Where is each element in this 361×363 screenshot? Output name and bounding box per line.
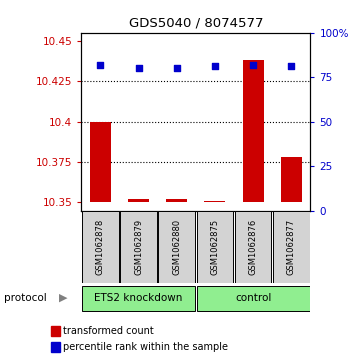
Text: GDS5040 / 8074577: GDS5040 / 8074577 <box>129 16 263 29</box>
Point <box>250 62 256 68</box>
Bar <box>82 211 119 283</box>
Bar <box>120 211 157 283</box>
Text: transformed count: transformed count <box>63 326 154 336</box>
Text: ▶: ▶ <box>59 293 68 303</box>
Bar <box>197 286 310 311</box>
Bar <box>204 201 226 203</box>
Bar <box>82 286 195 311</box>
Bar <box>281 157 302 203</box>
Text: GSM1062877: GSM1062877 <box>287 219 296 275</box>
Bar <box>128 199 149 203</box>
Text: control: control <box>235 293 271 303</box>
Text: GSM1062876: GSM1062876 <box>249 219 258 275</box>
Bar <box>166 199 187 203</box>
Text: ETS2 knockdown: ETS2 knockdown <box>94 293 183 303</box>
Bar <box>158 211 195 283</box>
Text: GSM1062875: GSM1062875 <box>210 219 219 275</box>
Point <box>174 65 180 71</box>
Point <box>288 64 294 69</box>
Point <box>97 62 103 68</box>
Text: GSM1062878: GSM1062878 <box>96 219 105 275</box>
Bar <box>235 211 271 283</box>
Text: protocol: protocol <box>4 293 46 303</box>
Bar <box>197 211 233 283</box>
Point <box>136 65 142 71</box>
Point <box>212 64 218 69</box>
Bar <box>90 122 111 203</box>
Text: GSM1062880: GSM1062880 <box>172 219 181 275</box>
Text: percentile rank within the sample: percentile rank within the sample <box>63 342 228 352</box>
Text: GSM1062879: GSM1062879 <box>134 219 143 275</box>
Bar <box>273 211 310 283</box>
Bar <box>243 60 264 203</box>
